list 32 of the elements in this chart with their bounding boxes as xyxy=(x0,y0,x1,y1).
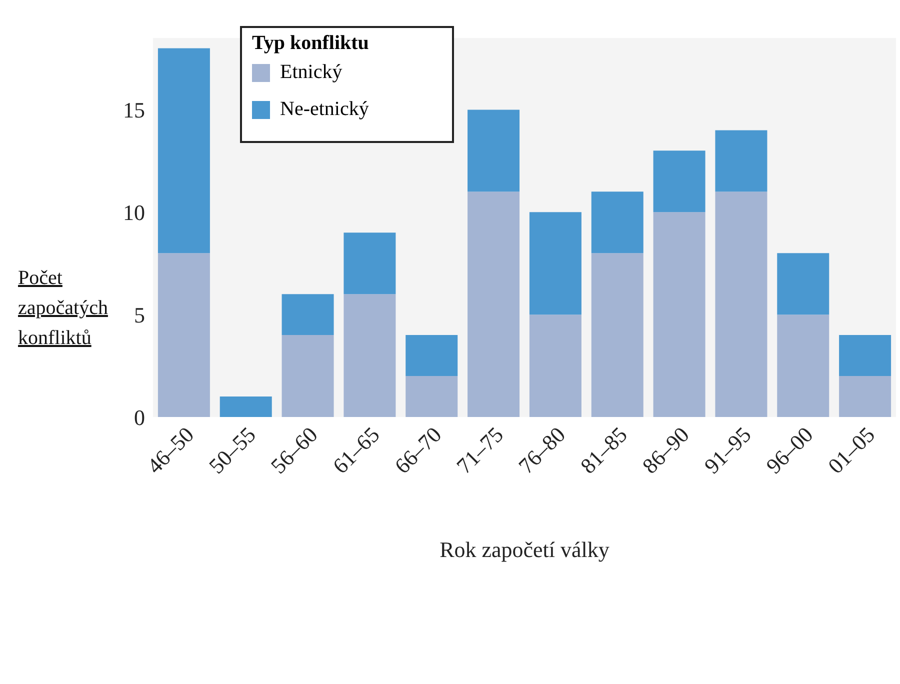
y-tick-label: 5 xyxy=(134,302,145,328)
bar xyxy=(282,335,334,417)
bar xyxy=(653,150,706,212)
bar xyxy=(715,192,768,417)
legend-label: Etnický xyxy=(280,61,342,84)
bar xyxy=(591,192,644,254)
bar xyxy=(468,192,520,417)
bar xyxy=(777,314,830,417)
bar xyxy=(282,294,334,336)
bar xyxy=(777,253,830,315)
bar xyxy=(715,130,768,192)
bar xyxy=(529,212,582,315)
y-tick-label: 15 xyxy=(123,98,145,123)
bar xyxy=(653,212,706,417)
bar xyxy=(158,253,210,417)
bar xyxy=(158,48,210,254)
bar xyxy=(591,253,644,417)
x-axis-title: Rok započetí války xyxy=(440,537,610,562)
y-tick-label: 0 xyxy=(134,404,145,430)
bar xyxy=(529,314,582,417)
legend-label: Ne-etnický xyxy=(280,98,369,121)
bar xyxy=(839,335,892,376)
bar xyxy=(344,232,396,294)
bar xyxy=(406,335,458,376)
bar xyxy=(839,376,892,417)
legend-title: Typ konfliktu xyxy=(252,32,370,55)
y-tick-label: 10 xyxy=(123,200,145,225)
bar xyxy=(344,294,396,417)
bar xyxy=(406,376,458,417)
y-axis-title: Počet započatých konfliktů xyxy=(18,266,109,351)
bar xyxy=(468,110,520,192)
bar xyxy=(220,396,272,417)
